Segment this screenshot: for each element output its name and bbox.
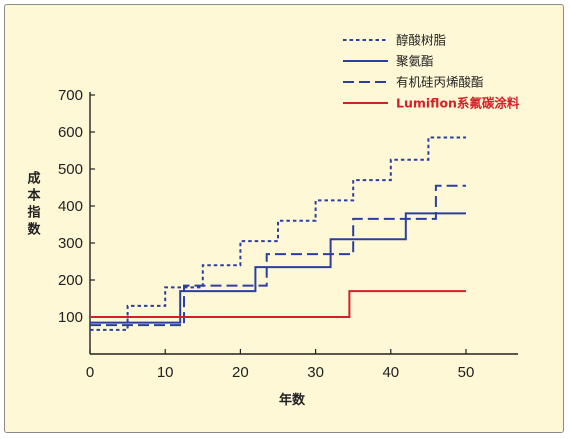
y-axis-title: 成本指数 [27,171,41,238]
axis-ticks: 0 10 20 30 40 50 100 200 300 400 500 600 700 [58,87,474,381]
y-tick-label: 700 [58,87,83,104]
x-tick-label: 20 [232,364,249,381]
y-tick-label: 300 [58,235,83,252]
series-line-4 [90,290,466,318]
x-tick-label: 30 [307,364,324,381]
x-tick-label: 40 [382,364,399,381]
legend-label: Lumiflon系氟碳涂料 [396,96,520,111]
y-axis-title-char: 成 [27,171,40,187]
legend-label: 醇酸树脂 [396,33,446,48]
x-tick-label: 0 [86,364,94,381]
series-line-1 [90,136,466,331]
y-axis-title-char: 指 [27,205,40,221]
y-tick-label: 500 [58,161,83,178]
legend-label: 有机硅丙烯酸酯 [396,75,484,90]
y-tick-label: 200 [58,272,83,289]
series-line-3 [90,184,466,327]
y-axis-title-char: 数 [27,222,41,238]
y-tick-label: 400 [58,198,83,215]
y-axis-title-char: 本 [27,188,40,204]
x-axis-title: 年数 [279,392,306,408]
legend-label: 聚氨酯 [396,54,434,69]
x-tick-label: 10 [157,364,174,381]
series-line-2 [90,212,466,324]
y-tick-label: 100 [58,309,83,326]
chart-frame [4,4,564,433]
x-tick-label: 50 [458,364,475,381]
series-layer [90,136,466,331]
y-tick-label: 600 [58,124,83,141]
